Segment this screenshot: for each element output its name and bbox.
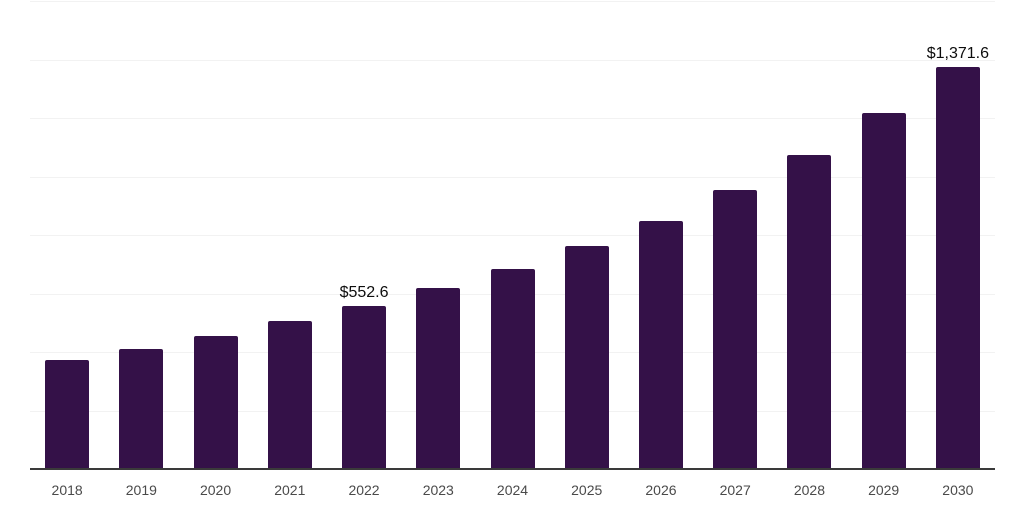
bar-2018	[45, 359, 90, 468]
bar-2019	[119, 349, 164, 468]
gridline-1400	[30, 59, 995, 61]
x-tick-label-2022: 2022	[348, 482, 380, 498]
x-tick-label-2020: 2020	[199, 482, 232, 498]
gridline-1600	[30, 1, 995, 2]
x-tick-label-2025: 2025	[571, 482, 603, 498]
x-tick-label-2029: 2029	[868, 482, 900, 498]
bar-2030	[935, 66, 980, 468]
x-tick-label-2030: 2030	[942, 482, 974, 498]
bar-2020	[193, 336, 238, 468]
x-tick-label-2023: 2023	[422, 482, 454, 498]
bar-2028	[787, 154, 832, 468]
x-tick-label-2027: 2027	[719, 482, 751, 498]
bar-2026	[638, 220, 683, 468]
bar-2021	[267, 321, 312, 468]
bar-2029	[861, 113, 906, 468]
x-tick-label-2026: 2026	[645, 482, 677, 498]
gridline-800	[30, 235, 995, 236]
bar-2024	[490, 268, 535, 468]
x-tick-label-2021: 2021	[274, 482, 306, 498]
bar-2022	[342, 306, 387, 468]
gridline-1000	[30, 176, 995, 178]
gridline-1200	[30, 118, 995, 119]
value-label-2022: $552.6	[339, 284, 389, 302]
bar-2025	[564, 246, 609, 468]
plot-area: $552.6 $1,371.6	[30, 1, 995, 470]
x-tick-label-2019: 2019	[125, 482, 157, 498]
x-axis-labels: 2018 2019 2020 2021 2022 2023 2024 2025 2026 2027…	[30, 482, 995, 502]
x-axis-line	[30, 468, 995, 470]
x-tick-label-2024: 2024	[496, 482, 529, 498]
bar-2027	[713, 190, 758, 468]
x-tick-label-2018: 2018	[51, 482, 83, 498]
value-label-2030: $1,371.6	[926, 44, 990, 62]
bar-2023	[416, 288, 461, 468]
x-tick-label-2028: 2028	[793, 482, 825, 498]
